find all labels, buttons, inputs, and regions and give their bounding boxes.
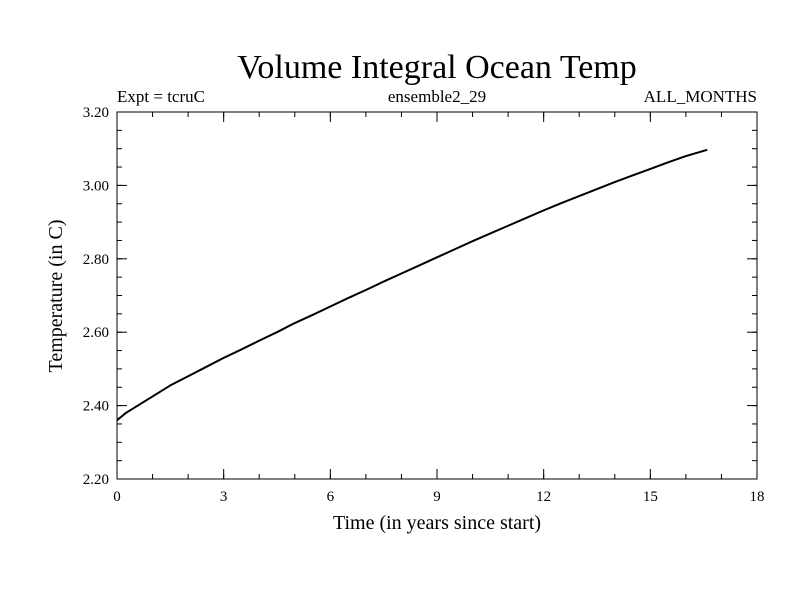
x-tick-label: 0 bbox=[113, 489, 121, 505]
chart-subtitle-right: ALL_MONTHS bbox=[644, 87, 757, 106]
x-tick-label: 15 bbox=[643, 489, 658, 505]
y-tick-labels: 2.20 2.40 2.60 2.80 3.00 3.20 bbox=[83, 105, 109, 488]
axis-ticks bbox=[116, 111, 758, 480]
x-tick-label: 3 bbox=[220, 489, 228, 505]
x-axis-label: Time (in years since start) bbox=[333, 512, 541, 534]
y-tick-label: 3.00 bbox=[83, 178, 109, 194]
x-tick-label: 9 bbox=[433, 489, 441, 505]
chart-title: Volume Integral Ocean Temp bbox=[237, 49, 637, 86]
y-tick-label: 2.60 bbox=[83, 325, 109, 341]
x-tick-labels: 0 3 6 9 12 15 18 bbox=[113, 489, 764, 505]
chart-subtitle-left: Expt = tcruC bbox=[117, 87, 205, 106]
y-tick-label: 2.20 bbox=[83, 472, 109, 488]
y-axis-label: Temperature (in C) bbox=[45, 220, 67, 373]
chart-subtitle-center: ensemble2_29 bbox=[388, 87, 486, 106]
x-tick-label: 12 bbox=[536, 489, 551, 505]
x-tick-label: 6 bbox=[327, 489, 335, 505]
y-tick-label: 2.80 bbox=[83, 252, 109, 268]
y-tick-label: 3.20 bbox=[83, 105, 109, 121]
series-line bbox=[116, 148, 708, 422]
x-tick-label: 18 bbox=[750, 489, 765, 505]
series-group bbox=[116, 148, 708, 422]
plot-frame bbox=[116, 111, 758, 480]
y-tick-label: 2.40 bbox=[83, 399, 109, 415]
